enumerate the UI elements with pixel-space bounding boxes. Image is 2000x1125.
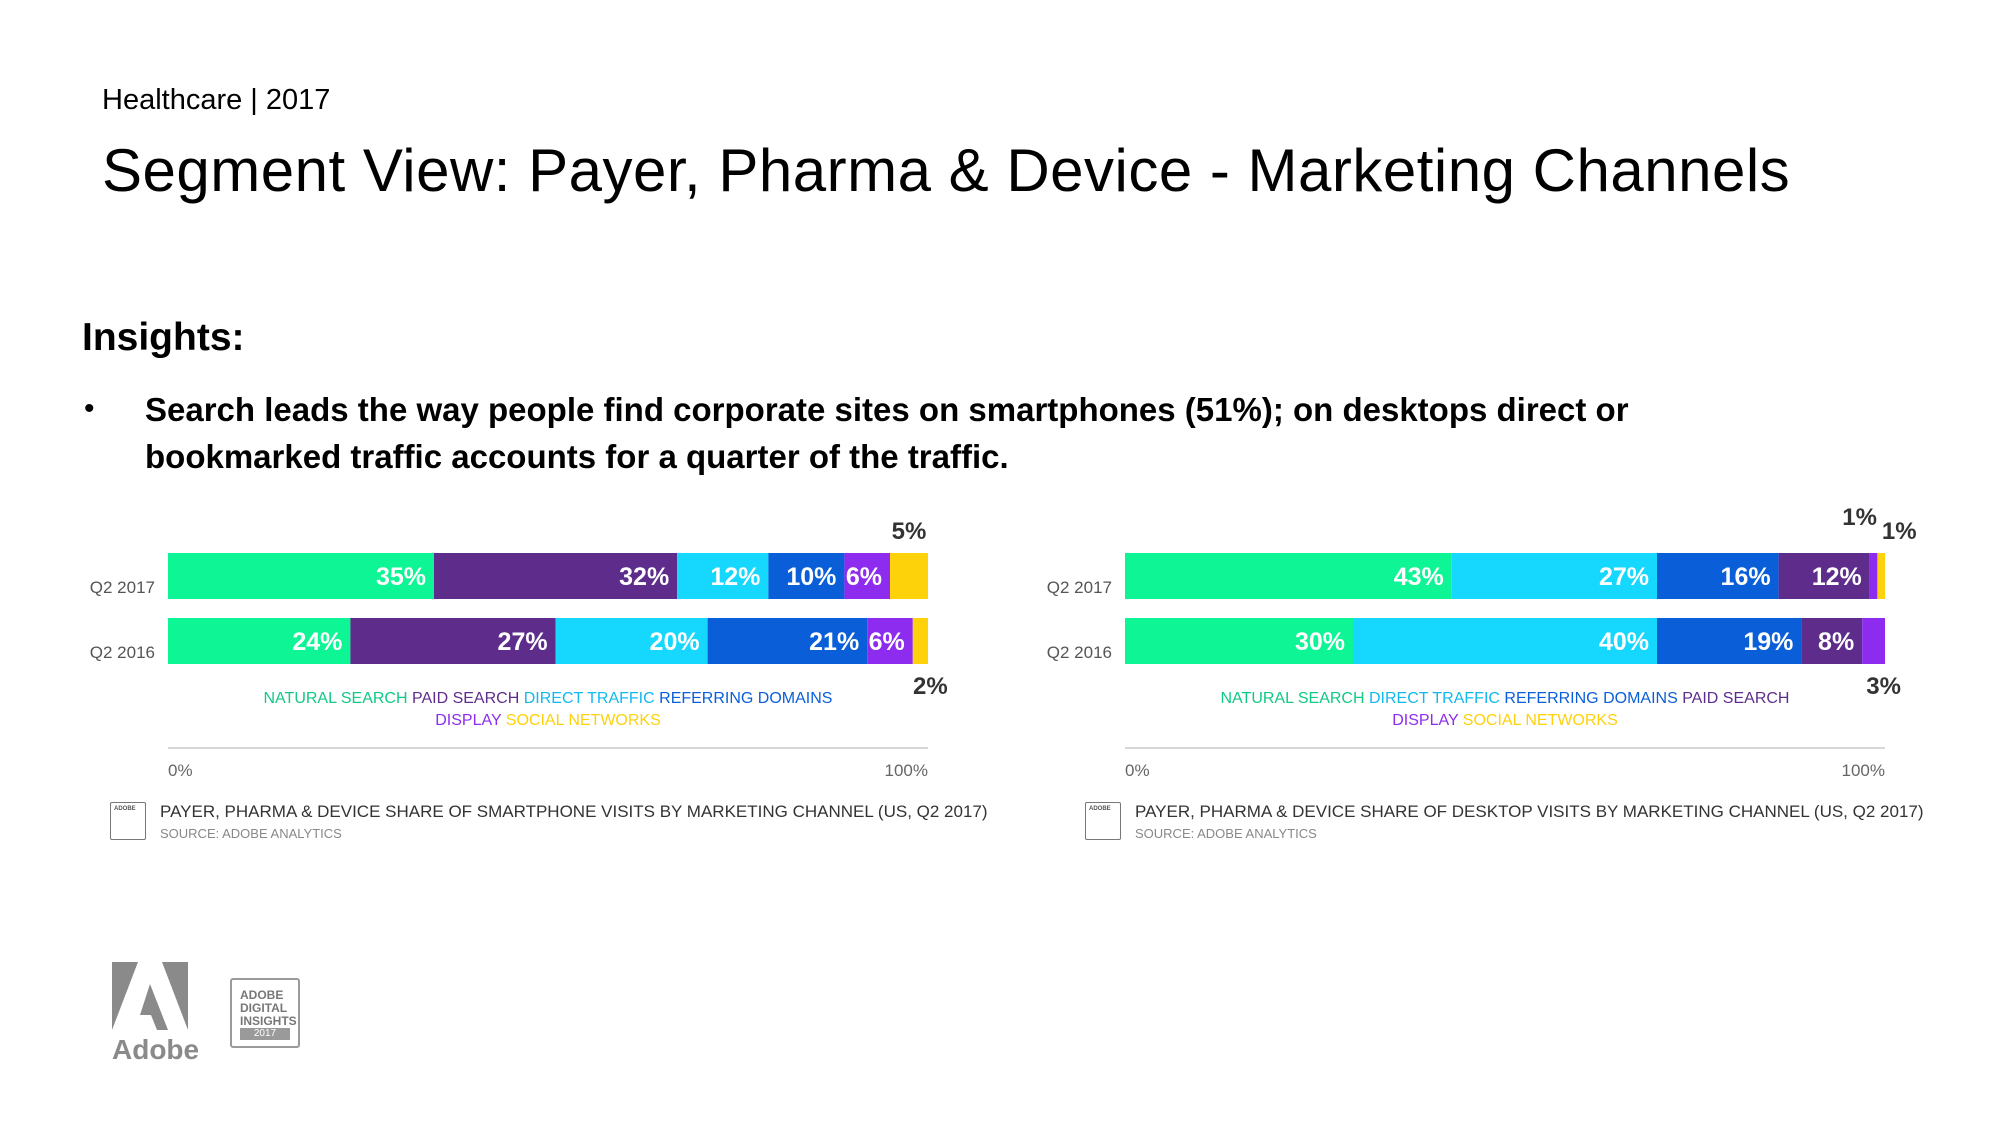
legend-item: SOCIAL NETWORKS xyxy=(1458,712,1617,729)
adobe-wordmark: Adobe xyxy=(112,1034,200,1065)
category-label: Q2 2017 xyxy=(90,578,155,597)
badge-line-3: INSIGHTS xyxy=(240,1014,297,1028)
bar-segment xyxy=(434,553,678,599)
adi-badge-icon: ADOBE xyxy=(110,802,146,840)
legend-item: NATURAL SEARCH xyxy=(264,690,408,707)
legend-item: REFERRING DOMAINS xyxy=(655,690,833,707)
x-tick-label: 100% xyxy=(1842,761,1885,780)
annotation-label: 2% xyxy=(913,673,948,700)
data-label: 35% xyxy=(376,563,426,591)
data-label: 27% xyxy=(1599,563,1649,591)
data-label: 32% xyxy=(619,563,669,591)
chart-title: PAYER, PHARMA & DEVICE SHARE OF SMARTPHO… xyxy=(160,802,988,821)
adi-badge-icon: ADOBE xyxy=(1085,802,1121,840)
insight-bullet: Search leads the way people find corpora… xyxy=(145,391,1629,475)
insights-heading: Insights: xyxy=(82,316,245,359)
data-label: 24% xyxy=(292,628,342,656)
bar-segment xyxy=(168,618,351,664)
legend-item: DIRECT TRAFFIC xyxy=(1365,690,1500,707)
badge-text: ADOBE DIGITAL INSIGHTS xyxy=(240,989,297,1028)
bar-segment xyxy=(890,553,928,599)
annotation-label: 1% xyxy=(1842,504,1877,531)
data-label: 27% xyxy=(498,628,548,656)
bar-segment xyxy=(677,553,769,599)
data-label: 6% xyxy=(869,628,905,656)
page-title: Segment View: Payer, Pharma & Device - M… xyxy=(102,137,1791,204)
legend-row: NATURAL SEARCH DIRECT TRAFFIC REFERRING … xyxy=(1221,690,1790,707)
badge-line-1: ADOBE xyxy=(240,988,284,1002)
bar-segment xyxy=(768,553,845,599)
bar-segment xyxy=(844,553,890,599)
bar-segment xyxy=(555,618,708,664)
data-label: 16% xyxy=(1721,563,1771,591)
bar-segment xyxy=(1801,618,1863,664)
legend-row: DISPLAY SOCIAL NETWORKS xyxy=(435,712,661,729)
legend-item: DIRECT TRAFFIC xyxy=(519,690,654,707)
bar-segment xyxy=(912,618,928,664)
bar-segment xyxy=(867,618,913,664)
annotation-label: 3% xyxy=(1866,673,1901,700)
adobe-digital-insights-badge: ADOBE DIGITAL INSIGHTS 2017 xyxy=(230,978,300,1048)
x-tick-label: 100% xyxy=(885,761,928,780)
annotation-label: 5% xyxy=(892,518,927,545)
legend-item: SOCIAL NETWORKS xyxy=(501,712,660,729)
data-label: 8% xyxy=(1818,628,1854,656)
desktop-channels-chart: Q2 2017 43% 27% 16% 12%Q2 2016 30% 40% 19% 8%1%1… xyxy=(1047,504,1917,780)
chart-source: SOURCE: ADOBE ANALYTICS xyxy=(160,826,342,841)
legend-item: DISPLAY xyxy=(1392,712,1459,729)
data-label: 19% xyxy=(1743,628,1793,656)
legend-item: NATURAL SEARCH xyxy=(1221,690,1365,707)
x-tick-label: 0% xyxy=(168,761,193,780)
bar-segment xyxy=(1125,553,1452,599)
bar-segment xyxy=(350,618,556,664)
legend-row: DISPLAY SOCIAL NETWORKS xyxy=(1392,712,1618,729)
legend-item: PAID SEARCH xyxy=(1678,690,1790,707)
data-label: 12% xyxy=(710,563,760,591)
category-label: Q2 2016 xyxy=(1047,643,1112,662)
bar-segment xyxy=(707,618,868,664)
data-label: 10% xyxy=(786,563,836,591)
bullet-marker: • xyxy=(84,392,95,425)
data-label: 12% xyxy=(1812,563,1862,591)
legend-item: PAID SEARCH xyxy=(408,690,520,707)
smartphone-channels-chart: Q2 2017 35% 32% 12% 10% 6% Q2 2016 24% 27% 20% 21%… xyxy=(90,518,948,780)
badge-year: 2017 xyxy=(240,1028,290,1040)
bar-segment xyxy=(1778,553,1870,599)
chart-title: PAYER, PHARMA & DEVICE SHARE OF DESKTOP … xyxy=(1135,802,1924,821)
bar-segment xyxy=(1657,618,1802,664)
badge-line-2: DIGITAL xyxy=(240,1001,288,1015)
bar-segment xyxy=(1877,553,1885,599)
bar-segment xyxy=(1353,618,1657,664)
bar-segment xyxy=(1862,618,1885,664)
badge-line-1: ADOBE xyxy=(1089,806,1111,812)
bar-segment xyxy=(1451,553,1657,599)
category-label: Q2 2016 xyxy=(90,643,155,662)
legend-row: NATURAL SEARCH PAID SEARCH DIRECT TRAFFI… xyxy=(264,690,833,707)
bar-segment xyxy=(1125,618,1353,664)
data-label: 6% xyxy=(846,563,882,591)
data-label: 21% xyxy=(809,628,859,656)
bar-segment xyxy=(168,553,434,599)
legend-item: REFERRING DOMAINS xyxy=(1500,690,1678,707)
chart-source: SOURCE: ADOBE ANALYTICS xyxy=(1135,826,1317,841)
data-label: 40% xyxy=(1599,628,1649,656)
category-label: Q2 2017 xyxy=(1047,578,1112,597)
report-kicker: Healthcare | 2017 xyxy=(102,84,331,116)
data-label: 30% xyxy=(1295,628,1345,656)
data-label: 20% xyxy=(650,628,700,656)
legend-item: DISPLAY xyxy=(435,712,502,729)
bar-segment xyxy=(1869,553,1878,599)
badge-line-1: ADOBE xyxy=(114,806,136,812)
adobe-logo-icon xyxy=(112,962,188,1030)
data-label: 43% xyxy=(1394,563,1444,591)
annotation-label: 1% xyxy=(1882,518,1917,545)
x-tick-label: 0% xyxy=(1125,761,1150,780)
bar-segment xyxy=(1657,553,1779,599)
